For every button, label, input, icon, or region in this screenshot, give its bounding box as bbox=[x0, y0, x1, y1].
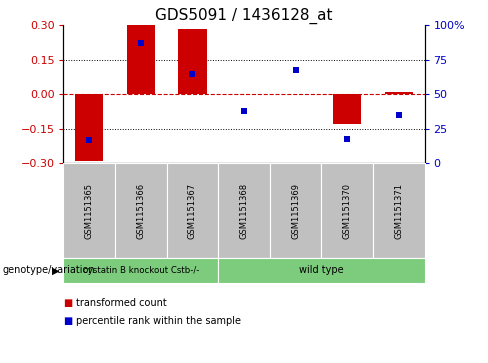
Text: ■: ■ bbox=[63, 316, 73, 326]
Text: wild type: wild type bbox=[299, 265, 344, 276]
Title: GDS5091 / 1436128_at: GDS5091 / 1436128_at bbox=[155, 8, 333, 24]
Text: GSM1151367: GSM1151367 bbox=[188, 183, 197, 238]
Text: genotype/variation: genotype/variation bbox=[2, 265, 95, 276]
Text: cystatin B knockout Cstb-/-: cystatin B knockout Cstb-/- bbox=[82, 266, 199, 275]
Text: GSM1151370: GSM1151370 bbox=[343, 183, 352, 238]
Text: percentile rank within the sample: percentile rank within the sample bbox=[76, 316, 241, 326]
Text: ■: ■ bbox=[63, 298, 73, 308]
Text: GSM1151369: GSM1151369 bbox=[291, 183, 300, 238]
Bar bbox=[333, 94, 362, 124]
Text: GSM1151371: GSM1151371 bbox=[394, 183, 403, 238]
Text: transformed count: transformed count bbox=[76, 298, 166, 308]
Text: GSM1151368: GSM1151368 bbox=[240, 183, 248, 238]
Text: GSM1151366: GSM1151366 bbox=[136, 183, 145, 238]
Text: ▶: ▶ bbox=[52, 265, 60, 276]
Text: GSM1151365: GSM1151365 bbox=[85, 183, 94, 238]
Bar bbox=[75, 94, 103, 161]
Bar bbox=[127, 25, 155, 94]
Bar bbox=[178, 29, 206, 94]
Bar bbox=[385, 92, 413, 94]
